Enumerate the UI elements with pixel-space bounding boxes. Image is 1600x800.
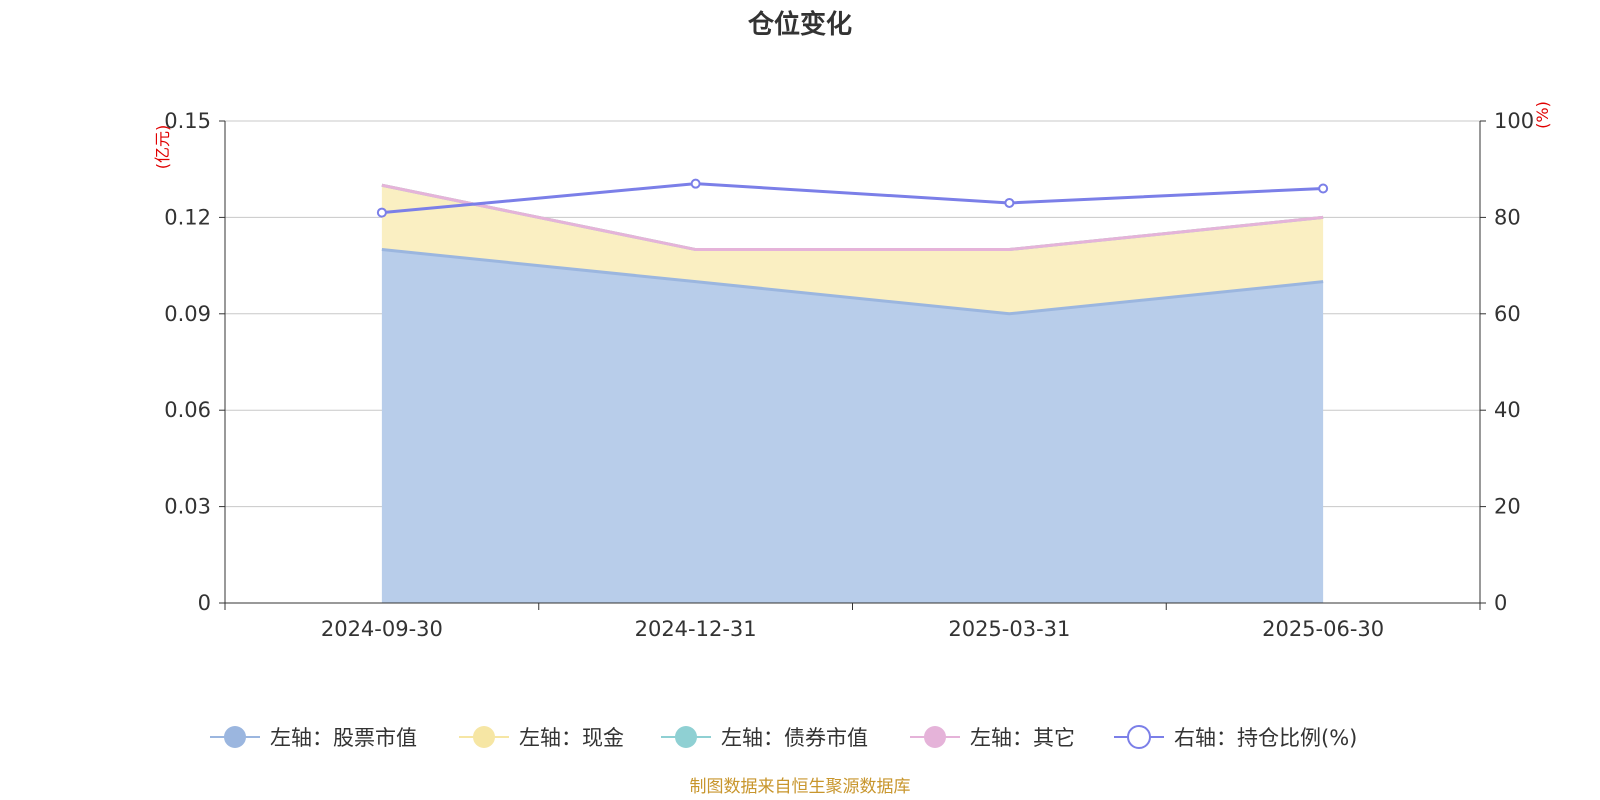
left-axis-tick-label: 0.09 [164,302,211,326]
right-axis-tick-label: 100 [1494,109,1534,133]
line-series [376,178,1329,218]
legend-item[interactable]: 左轴：其它 [910,726,1075,750]
legend-item[interactable]: 右轴：持仓比例(%) [1114,725,1357,750]
legend-item[interactable]: 左轴：股票市值 [210,726,417,750]
legend-label: 左轴：债券市值 [721,726,868,750]
x-axis-tick-label: 2025-03-31 [948,617,1070,641]
area-左轴：现金 [381,185,1324,314]
legend-marker [473,726,495,748]
right-axis-tick-label: 20 [1494,495,1521,519]
legend-label: 左轴：其它 [970,726,1075,750]
line-右轴：持仓比例(%) [381,182,1324,215]
line-point [1004,197,1015,208]
left-axis-tick-label: 0.06 [164,398,211,422]
legend-item[interactable]: 左轴：债券市值 [661,726,868,750]
chart-title: 仓位变化 [747,9,852,40]
data-source-note: 制图数据来自恒生聚源数据库 [690,777,911,797]
right-axis-tick-label: 60 [1494,302,1521,326]
legend-marker [924,726,946,748]
area-edge-左轴：股票市值 [381,248,1324,316]
left-axis-tick-label: 0 [198,591,211,615]
legend-marker [1127,725,1151,749]
area-series [381,183,1324,604]
area-左轴：股票市值 [381,249,1324,604]
right-axis-tick-label: 0 [1494,591,1507,615]
left-axis-tick-label: 0.15 [164,109,211,133]
left-axis-tick-label: 0.12 [164,205,211,229]
x-axis-tick-label: 2024-09-30 [321,617,443,641]
line-point [376,207,387,218]
right-axis-tick-label: 40 [1494,398,1521,422]
legend[interactable]: 左轴：股票市值 左轴：现金 左轴：债券市值 左轴：其它 右轴：持仓比例(%) [210,725,1357,750]
legend-label: 左轴：股票市值 [270,726,417,750]
line-point [1318,183,1329,194]
left-axis-unit: (亿元) [153,125,172,170]
axes: 0 0.03 0.06 0.09 0.12 0.15 0 20 40 60 80 100 2024-09… [164,109,1534,641]
x-axis-tick-label: 2025-06-30 [1262,617,1384,641]
right-axis-tick-label: 80 [1494,205,1521,229]
legend-label: 右轴：持仓比例(%) [1174,726,1357,750]
area-edge-左轴：其它 [381,183,1324,252]
line-point [690,178,701,189]
legend-marker [224,726,246,748]
right-axis-unit: (%) [1533,101,1552,129]
legend-marker [675,726,697,748]
legend-label: 左轴：现金 [519,726,624,750]
x-axis-tick-label: 2024-12-31 [635,617,757,641]
left-axis-tick-label: 0.03 [164,495,211,519]
legend-item[interactable]: 左轴：现金 [459,726,624,750]
